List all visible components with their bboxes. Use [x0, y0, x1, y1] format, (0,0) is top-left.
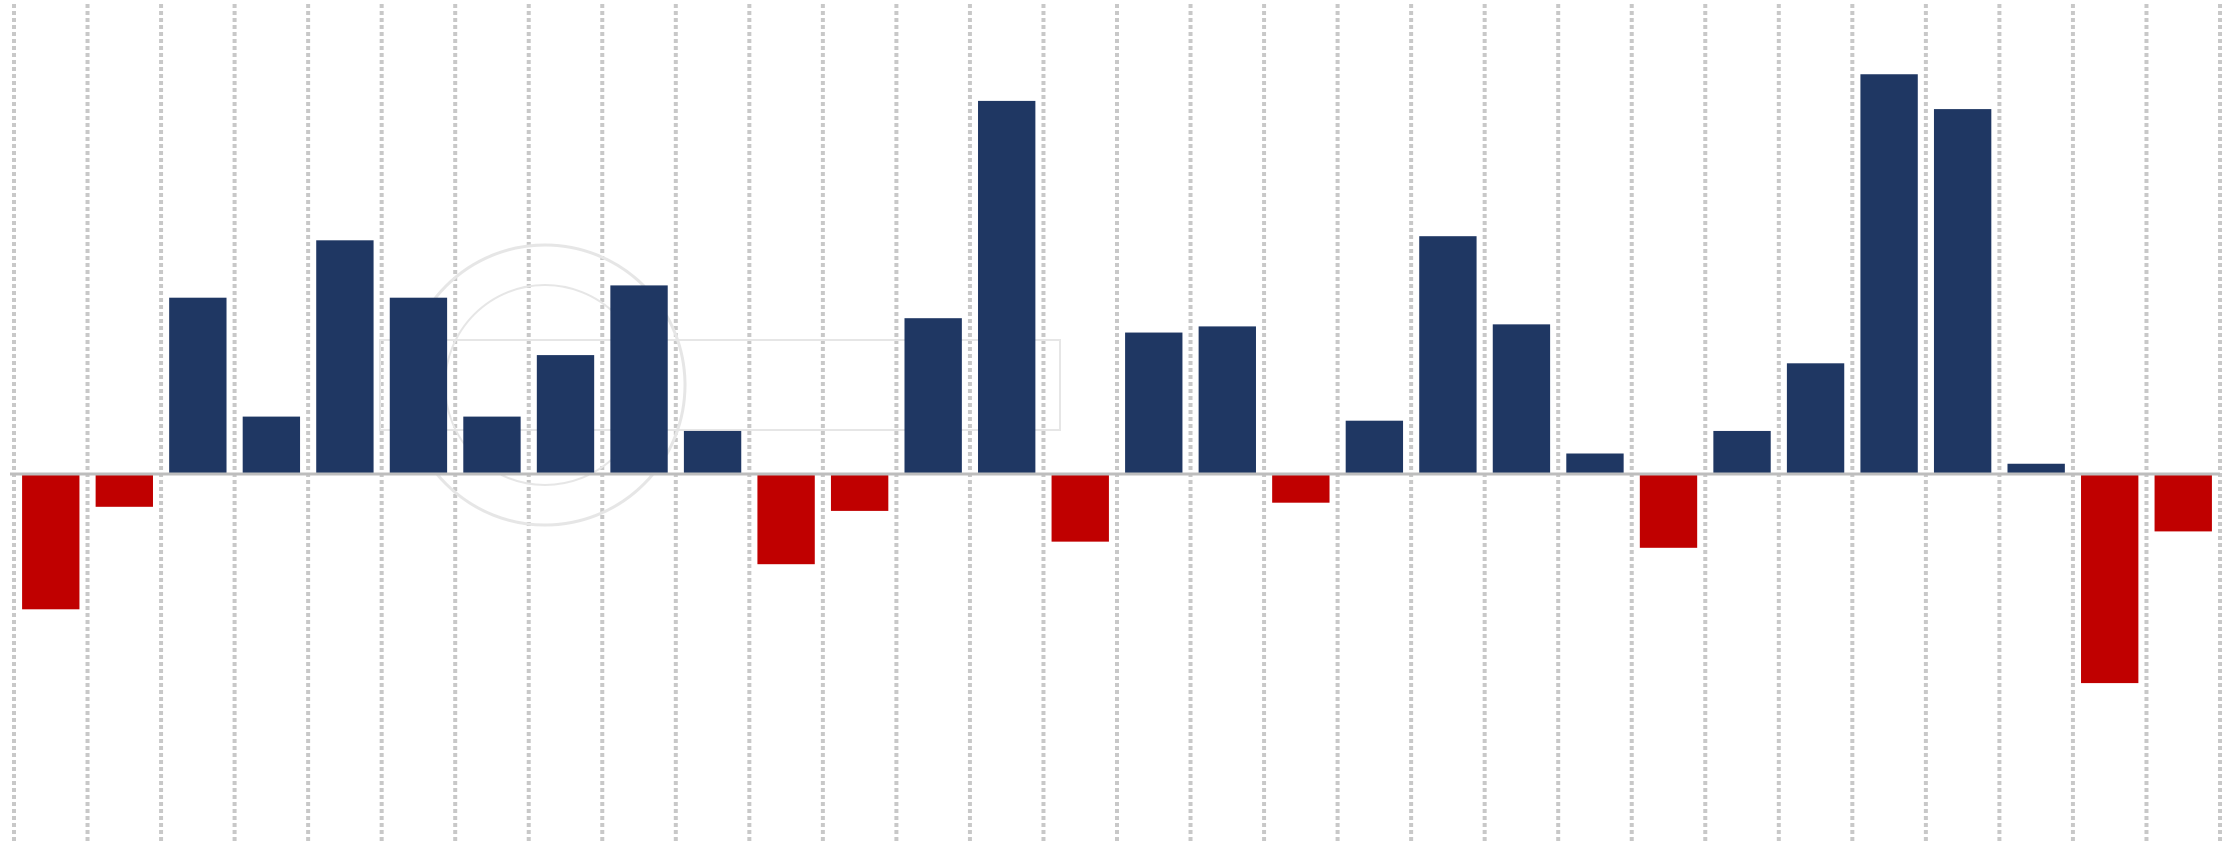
bar-positive — [610, 285, 668, 474]
bar-negative — [757, 474, 815, 565]
bars — [22, 74, 2212, 684]
bar-positive — [904, 318, 962, 474]
bar-negative — [1051, 474, 1109, 542]
watermark-band — [379, 339, 1061, 431]
bar-negative — [830, 474, 889, 511]
bar-negative — [22, 474, 80, 610]
bar-positive — [1860, 74, 1918, 474]
bar-positive — [1125, 332, 1183, 474]
bar-positive — [1713, 430, 1771, 474]
bar-positive — [169, 297, 227, 474]
bar-positive — [1566, 453, 1624, 474]
bar-positive — [1198, 326, 1256, 474]
bar-positive — [1492, 324, 1551, 474]
bar-positive — [683, 430, 742, 474]
bar-positive — [1786, 363, 1845, 474]
bar-negative — [95, 474, 153, 507]
bar-negative — [1639, 474, 1698, 548]
bar-positive — [242, 416, 301, 474]
bar-positive — [1419, 236, 1477, 474]
bar-negative — [2154, 474, 2212, 532]
bar-positive — [463, 416, 521, 474]
bar-positive — [978, 100, 1036, 475]
bar-positive — [316, 240, 374, 474]
bar-positive — [1345, 420, 1404, 474]
bar-positive — [389, 297, 448, 474]
bar-positive — [536, 355, 595, 474]
bar-negative — [1272, 474, 1330, 503]
bar-negative — [2081, 474, 2139, 684]
bar-positive — [2007, 463, 2065, 474]
bar-positive — [1933, 109, 1992, 474]
